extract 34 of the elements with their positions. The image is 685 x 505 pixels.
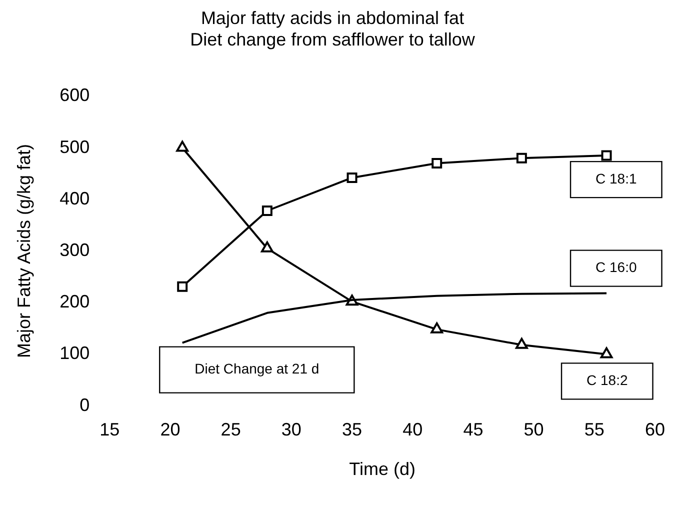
- x-tick-label: 20: [160, 420, 180, 440]
- series-label: C 16:0: [596, 259, 637, 276]
- point: [600, 347, 613, 358]
- x-tick-label: 55: [584, 420, 604, 440]
- series-label: C 18:1: [596, 170, 637, 186]
- point: [260, 241, 274, 252]
- point: [262, 206, 272, 216]
- x-tick-label: 60: [644, 420, 666, 440]
- point: [515, 338, 528, 349]
- point: [516, 152, 527, 164]
- series-label: C 18:2: [586, 372, 628, 388]
- y-tick-label: 600: [60, 85, 90, 106]
- y-tick-label: 500: [60, 136, 90, 157]
- x-tick-label: 15: [100, 420, 120, 440]
- y-tick-label: 200: [60, 292, 90, 312]
- y-tick-label: 300: [60, 240, 90, 260]
- x-tick-label: 35: [342, 420, 362, 440]
- x-tick-label: 50: [524, 420, 544, 440]
- x-tick-label: 25: [220, 420, 241, 440]
- point: [601, 150, 612, 161]
- x-tick-label: 45: [463, 420, 484, 440]
- y-tick-label: 0: [80, 394, 90, 415]
- y-tick-label: 100: [60, 343, 90, 364]
- point: [177, 281, 188, 292]
- x-tick-label: 30: [281, 420, 302, 440]
- chart-title: Major fatty acids in abdominal fat Diet change from safflower to tallow: [190, 8, 476, 50]
- y-tick-label: 400: [60, 188, 90, 208]
- x-axis-title: Time (d): [349, 459, 416, 480]
- annotation: Diet Change at 21 d: [194, 360, 320, 377]
- point: [430, 322, 444, 334]
- y-axis-title: Major Fatty Acids (g/kg fat): [14, 144, 34, 358]
- x-tick-label: 40: [402, 420, 423, 440]
- point: [432, 158, 442, 169]
- point: [346, 172, 358, 183]
